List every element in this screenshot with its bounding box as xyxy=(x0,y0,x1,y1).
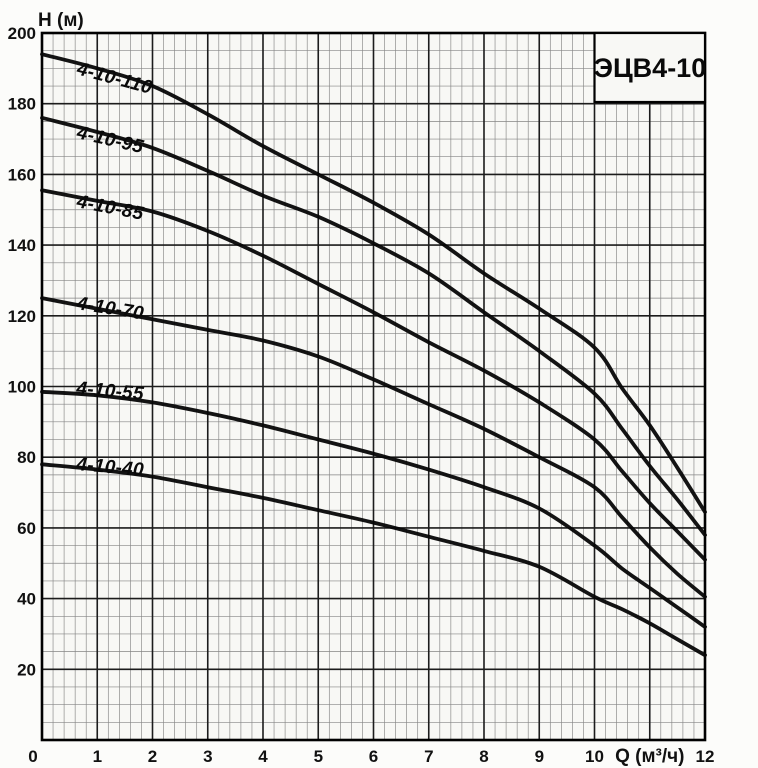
pump-curve-4-10-95 xyxy=(40,115,707,537)
x-tick-label: 3 xyxy=(203,747,212,766)
x-tick-label: 12 xyxy=(696,747,715,766)
y-tick-label: 60 xyxy=(17,519,36,538)
y-tick-label: 80 xyxy=(17,448,36,467)
pump-curve-4-10-110 xyxy=(40,52,707,514)
series-title-box-frame xyxy=(593,31,707,104)
x-axis-title: Q (м³/ч) xyxy=(615,746,684,767)
x-tick-label: 4 xyxy=(258,747,268,766)
pump-curve-4-10-85 xyxy=(40,188,707,562)
x-tick-label: 0 xyxy=(28,747,37,766)
y-tick-label: 120 xyxy=(8,307,36,326)
y-tick-label: 140 xyxy=(8,236,36,255)
y-tick-label: 40 xyxy=(17,590,36,609)
pump-curve-4-10-55 xyxy=(40,389,707,629)
y-tick-label: 100 xyxy=(8,378,36,397)
series-title-box: ЭЦВ4-10 xyxy=(593,31,707,104)
series-title: ЭЦВ4-10 xyxy=(594,53,706,83)
y-tick-label: 20 xyxy=(17,660,36,679)
pump-curve-4-10-40 xyxy=(40,462,707,658)
y-tick-label: 180 xyxy=(8,95,36,114)
x-tick-label: 5 xyxy=(314,747,323,766)
curves-layer xyxy=(40,52,707,658)
y-tick-label: 200 xyxy=(8,24,36,43)
x-tick-label: 10 xyxy=(585,747,604,766)
x-tick-label: 7 xyxy=(424,747,433,766)
y-tick-label: 160 xyxy=(8,165,36,184)
x-tick-label: 8 xyxy=(479,747,488,766)
pump-curve-4-10-70 xyxy=(40,296,707,599)
x-tick-label: 2 xyxy=(148,747,157,766)
x-tick-label: 9 xyxy=(535,747,544,766)
y-axis-title: H (м) xyxy=(38,10,84,31)
x-tick-label: 6 xyxy=(369,747,378,766)
x-tick-label: 1 xyxy=(93,747,102,766)
plot-frame xyxy=(40,31,707,742)
